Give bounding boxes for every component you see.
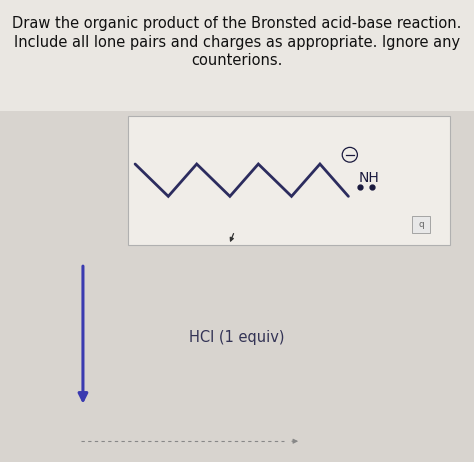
Text: NH: NH: [358, 171, 379, 185]
Bar: [128, 116, 450, 245]
Text: Include all lone pairs and charges as appropriate. Ignore any: Include all lone pairs and charges as ap…: [14, 35, 460, 49]
Text: HCl (1 equiv): HCl (1 equiv): [189, 330, 285, 345]
Bar: [0, 0, 474, 111]
Text: counterions.: counterions.: [191, 53, 283, 68]
Bar: [412, 216, 430, 233]
Text: q: q: [419, 220, 424, 229]
Text: Draw the organic product of the Bronsted acid-base reaction.: Draw the organic product of the Bronsted…: [12, 16, 462, 31]
